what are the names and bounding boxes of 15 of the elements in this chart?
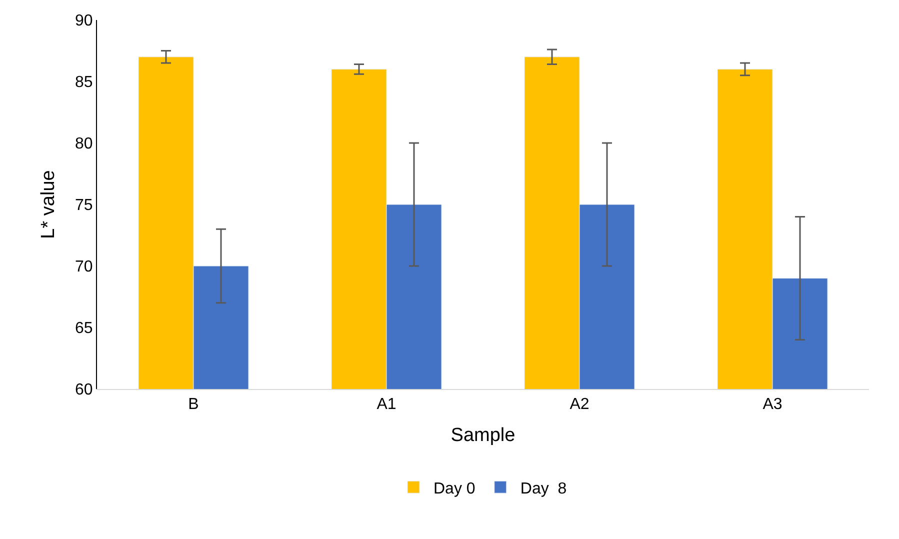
x-tick-label: A2 (570, 396, 590, 414)
x-tick-label: A3 (762, 396, 782, 414)
y-tick-label: 85 (75, 74, 93, 92)
y-tick-label: 70 (75, 258, 93, 276)
x-axis-title: Sample (450, 425, 516, 446)
x-tick-label: B (188, 396, 199, 414)
legend-label: Day 8 (520, 480, 567, 498)
y-tick-label: 65 (75, 320, 93, 338)
y-axis-title: L* value (38, 170, 59, 239)
y-tick-label: 60 (75, 382, 93, 399)
legend-label: Day 0 (434, 480, 476, 498)
y-tick-label: 90 (75, 12, 93, 30)
y-tick-label: 75 (75, 197, 93, 214)
y-tick-label: 80 (75, 136, 93, 153)
x-tick-label: A1 (376, 396, 396, 414)
